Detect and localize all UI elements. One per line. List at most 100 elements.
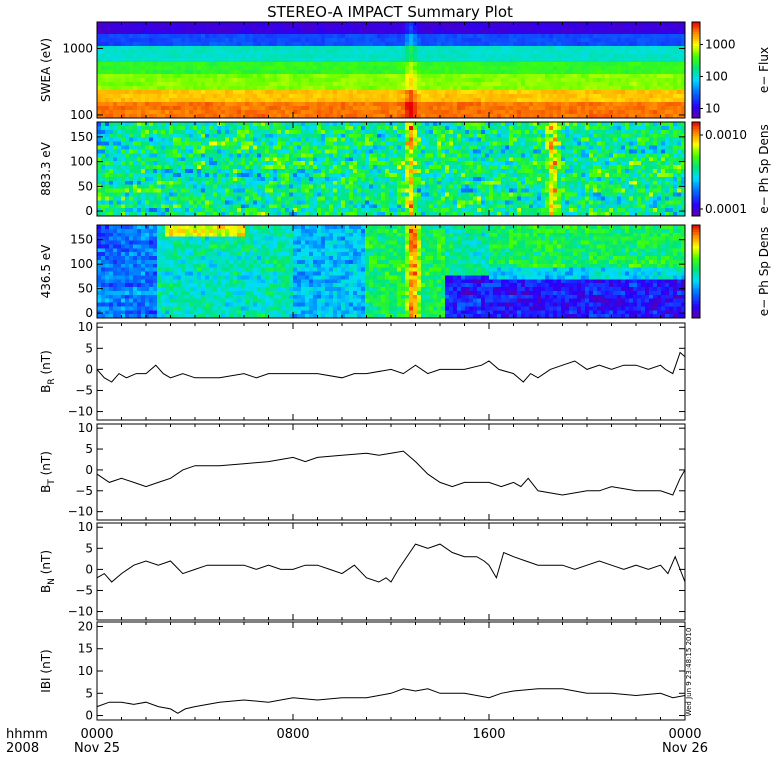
heatmap-cell	[357, 70, 361, 74]
heatmap-cell	[281, 50, 285, 54]
heatmap-cell	[397, 46, 401, 50]
heatmap-cell	[461, 62, 465, 66]
heatmap-cell	[649, 66, 653, 70]
heatmap-cell	[257, 173, 261, 177]
heatmap-cell	[485, 42, 489, 46]
heatmap-cell	[433, 98, 437, 102]
heatmap-cell	[405, 78, 409, 82]
heatmap-cell	[453, 62, 457, 66]
heatmap-cell	[525, 90, 529, 94]
heatmap-cell	[257, 58, 261, 62]
heatmap-cell	[301, 98, 305, 102]
heatmap-cell	[177, 130, 181, 134]
heatmap-cell	[137, 122, 141, 126]
heatmap-cell	[117, 86, 121, 90]
heatmap-cell	[413, 74, 417, 78]
heatmap-cell	[181, 78, 185, 82]
heatmap-cell	[257, 185, 261, 189]
heatmap-cell	[173, 130, 177, 134]
heatmap-cell	[325, 46, 329, 50]
heatmap-cell	[177, 86, 181, 90]
heatmap-cell	[301, 54, 305, 58]
heatmap-cell	[277, 157, 281, 161]
heatmap-cell	[201, 169, 205, 173]
heatmap-cell	[585, 82, 589, 86]
heatmap-cell	[501, 50, 505, 54]
heatmap-cell	[313, 153, 317, 157]
heatmap-cell	[193, 50, 197, 54]
heatmap-cell	[405, 74, 409, 78]
heatmap-cell	[325, 70, 329, 74]
heatmap-cell	[265, 74, 269, 78]
heatmap-cell	[185, 54, 189, 58]
heatmap-cell	[189, 26, 193, 30]
heatmap-cell	[597, 110, 601, 114]
heatmap-cell	[417, 102, 421, 106]
heatmap-cell	[101, 58, 105, 62]
heatmap-cell	[173, 142, 177, 146]
heatmap-cell	[313, 98, 317, 102]
heatmap-cell	[393, 110, 397, 114]
heatmap-cell	[265, 181, 269, 185]
heatmap-cell	[245, 82, 249, 86]
heatmap-cell	[205, 62, 209, 66]
heatmap-cell	[329, 50, 333, 54]
heatmap-cell	[597, 62, 601, 66]
heatmap-cell	[677, 30, 681, 34]
heatmap-cell	[221, 134, 225, 138]
heatmap-cell	[133, 58, 137, 62]
heatmap-cell	[141, 126, 145, 130]
heatmap-cell	[257, 94, 261, 98]
heatmap-cell	[429, 58, 433, 62]
heatmap-cell	[353, 78, 357, 82]
heatmap-cell	[237, 26, 241, 30]
heatmap-cell	[657, 46, 661, 50]
heatmap-cell	[553, 82, 557, 86]
heatmap-cell	[409, 78, 413, 82]
heatmap-cell	[157, 161, 161, 165]
heatmap-cell	[205, 169, 209, 173]
heatmap-cell	[309, 169, 313, 173]
heatmap-cell	[129, 78, 133, 82]
heatmap-cell	[353, 26, 357, 30]
heatmap-cell	[289, 138, 293, 142]
heatmap-cell	[213, 98, 217, 102]
heatmap-cell	[517, 38, 521, 42]
heatmap-cell	[321, 142, 325, 146]
heatmap-cell	[277, 70, 281, 74]
heatmap-cell	[225, 126, 229, 130]
heatmap-cell	[321, 169, 325, 173]
heatmap-cell	[565, 50, 569, 54]
heatmap-cell	[325, 42, 329, 46]
heatmap-cell	[117, 196, 121, 200]
heatmap-cell	[541, 110, 545, 114]
heatmap-cell	[169, 142, 173, 146]
heatmap-cell	[345, 54, 349, 58]
heatmap-cell	[261, 110, 265, 114]
heatmap-cell	[381, 110, 385, 114]
heatmap-cell	[625, 42, 629, 46]
heatmap-cell	[577, 70, 581, 74]
heatmap-cell	[301, 200, 305, 204]
heatmap-cell	[305, 173, 309, 177]
heatmap-cell	[297, 70, 301, 74]
heatmap-cell	[629, 98, 633, 102]
heatmap-cell	[157, 90, 161, 94]
heatmap-cell	[193, 46, 197, 50]
heatmap-cell	[137, 102, 141, 106]
heatmap-cell	[569, 98, 573, 102]
heatmap-cell	[461, 110, 465, 114]
heatmap-cell	[297, 204, 301, 208]
heatmap-cell	[125, 189, 129, 193]
heatmap-cell	[621, 26, 625, 30]
heatmap-cell	[489, 90, 493, 94]
heatmap-cell	[233, 46, 237, 50]
heatmap-cell	[341, 30, 345, 34]
heatmap-cell	[317, 110, 321, 114]
heatmap-cell	[529, 98, 533, 102]
heatmap-cell	[165, 146, 169, 150]
heatmap-cell	[461, 78, 465, 82]
heatmap-cell	[609, 70, 613, 74]
heatmap-cell	[269, 161, 273, 165]
heatmap-cell	[593, 82, 597, 86]
